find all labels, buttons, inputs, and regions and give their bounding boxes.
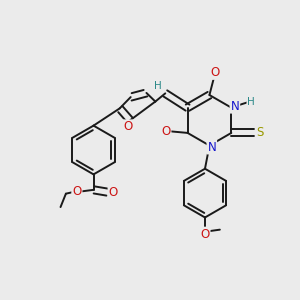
Text: O: O (200, 228, 210, 241)
Text: O: O (72, 185, 82, 198)
Text: O: O (109, 186, 118, 199)
Text: O: O (123, 120, 132, 133)
Text: O: O (210, 66, 219, 79)
Text: H: H (248, 97, 255, 107)
Text: H: H (154, 81, 162, 91)
Text: S: S (256, 126, 263, 140)
Text: O: O (161, 125, 170, 138)
Text: N: N (230, 100, 239, 113)
Text: N: N (207, 140, 216, 154)
